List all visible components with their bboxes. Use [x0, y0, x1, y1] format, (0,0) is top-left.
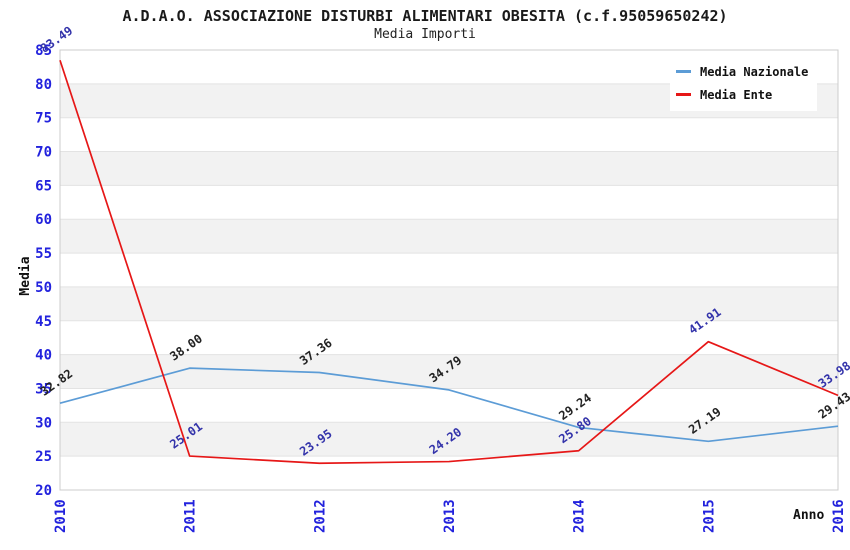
point-value-label: 83.49: [38, 23, 76, 55]
grid-band: [60, 151, 838, 186]
legend-swatch-media-ente: [676, 93, 691, 96]
y-tick-label: 35: [35, 381, 52, 397]
chart-title: A.D.A.O. ASSOCIAZIONE DISTURBI ALIMENTAR…: [122, 7, 728, 25]
x-tick-label: 2013: [442, 499, 458, 533]
y-tick-label: 75: [35, 111, 52, 127]
point-value-label: 29.43: [816, 389, 850, 421]
y-tick-label: 80: [35, 77, 52, 93]
x-tick-label: 2015: [701, 499, 717, 533]
legend-label-media-nazionale: Media Nazionale: [700, 64, 809, 79]
y-tick-label: 20: [35, 483, 52, 499]
y-tick-label: 60: [35, 212, 52, 228]
chart-subtitle: Media Importi: [374, 27, 476, 42]
y-tick-label: 30: [35, 415, 52, 431]
x-tick-label: 2012: [312, 499, 328, 533]
y-tick-label: 25: [35, 449, 52, 465]
plot-border: [59, 49, 839, 491]
x-axis-title: Anno: [793, 508, 825, 523]
legend: Media Nazionale Media Ente: [670, 55, 817, 111]
legend-item-media-ente: Media Ente: [676, 83, 817, 106]
y-tick-label: 70: [35, 145, 52, 161]
y-tick-label: 85: [35, 43, 52, 59]
series-line: [59, 367, 839, 443]
y-tick-label: 45: [35, 314, 52, 330]
legend-swatch-media-nazionale: [676, 70, 691, 73]
grid-band: [60, 219, 838, 254]
grid-band: [60, 286, 838, 321]
y-tick-label: 50: [35, 280, 52, 296]
grid-band: [60, 354, 838, 389]
x-tick-label: 2014: [572, 499, 588, 533]
x-tick-label: 2016: [831, 499, 847, 533]
legend-item-media-nazionale: Media Nazionale: [676, 60, 817, 83]
x-tick-label: 2010: [53, 499, 69, 533]
grid-band: [60, 422, 838, 457]
y-tick-label: 65: [35, 178, 52, 194]
series-line: [59, 59, 839, 465]
y-tick-label: 55: [35, 246, 52, 262]
x-tick-label: 2011: [183, 499, 199, 533]
legend-label-media-ente: Media Ente: [700, 87, 773, 102]
y-tick-label: 40: [35, 348, 52, 364]
